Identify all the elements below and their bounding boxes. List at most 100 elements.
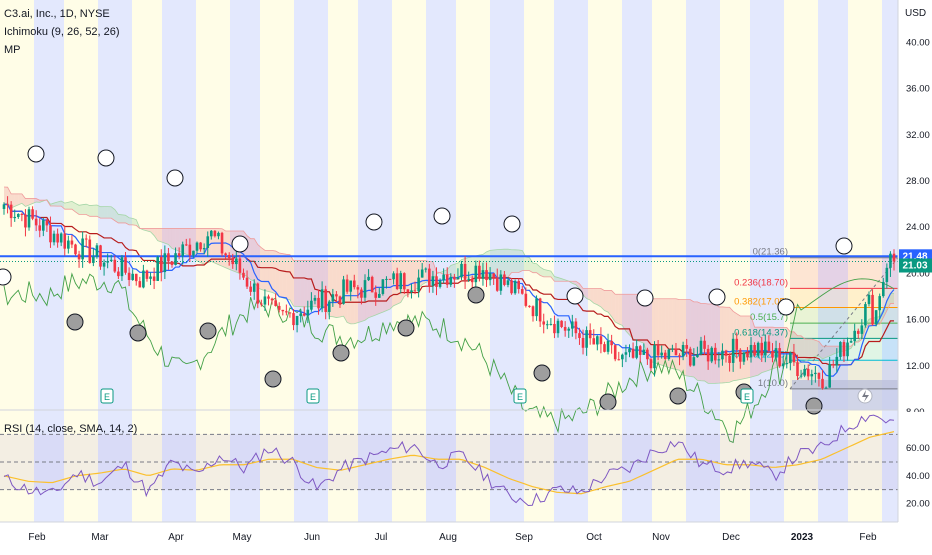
ichimoku-cloud-segment	[829, 346, 834, 356]
candle-body	[378, 293, 381, 298]
rsi-legend[interactable]: RSI (14, close, SMA, 14, 2)	[4, 423, 138, 435]
mp-open-circle	[0, 268, 12, 286]
ichimoku-cloud-segment	[390, 260, 394, 310]
ichimoku-cloud-segment	[525, 256, 530, 271]
fib-zone	[790, 307, 898, 324]
senkou-span-b	[3, 186, 894, 347]
price-tick-label: 40.00	[906, 37, 930, 48]
ichimoku-cloud-segment	[282, 253, 287, 300]
ichimoku-cloud-segment	[14, 193, 19, 207]
mp-filled-circle	[397, 319, 415, 337]
candle-body	[656, 345, 660, 356]
fib-level-label: 0.382(17.05)	[734, 296, 788, 307]
candle-body	[20, 213, 24, 215]
candle-body	[34, 218, 38, 226]
ichimoku-cloud-segment	[411, 260, 416, 293]
candle-body	[606, 341, 610, 352]
candle-body	[603, 344, 606, 352]
session-band	[554, 0, 588, 522]
symbol-title[interactable]: C3.ai, Inc., 1D, NYSE	[4, 8, 110, 20]
candle-body	[703, 340, 706, 349]
ichimoku-cloud-segment	[547, 270, 551, 277]
candle-body	[470, 278, 474, 283]
candle-body	[9, 204, 13, 219]
candle-body	[842, 342, 846, 357]
time-tick-label: Apr	[168, 532, 184, 543]
ichimoku-legend[interactable]: Ichimoku (9, 26, 52, 26)	[4, 26, 120, 38]
candle-body	[77, 254, 81, 260]
candle-body	[231, 258, 235, 265]
session-band	[720, 0, 750, 522]
ichimoku-cloud-segment	[297, 260, 301, 307]
candle-body	[138, 281, 142, 288]
candle-body	[724, 350, 728, 356]
ichimoku-cloud-segment	[883, 301, 887, 318]
ichimoku-cloud-segment	[747, 316, 752, 378]
candle-body	[324, 289, 327, 312]
candle-body	[392, 273, 395, 280]
ichimoku-cloud-segment	[293, 260, 298, 307]
fib-level-label: 0(21.36)	[753, 247, 788, 258]
candle-body	[549, 323, 553, 325]
candle-body	[202, 247, 206, 250]
candle-body	[867, 294, 871, 305]
candle-body	[438, 280, 442, 287]
price-tick-label: 36.00	[906, 84, 930, 95]
ichimoku-cloud-segment	[164, 228, 169, 245]
candle-body	[342, 279, 345, 304]
candle-body	[739, 349, 742, 362]
candle-body	[31, 209, 34, 219]
ichimoku-cloud-segment	[121, 214, 126, 223]
ichimoku-cloud-segment	[79, 204, 83, 215]
price-tick-label: 12.00	[906, 361, 930, 372]
ichimoku-cloud-segment	[808, 338, 812, 360]
candle-body	[789, 352, 792, 364]
price-badge	[899, 258, 932, 273]
ichimoku-cloud-segment	[818, 341, 823, 359]
ichimoku-cloud-segment	[733, 311, 737, 381]
candle-body	[453, 276, 456, 280]
price-tick-label: 24.00	[906, 222, 930, 233]
ichimoku-cloud-segment	[672, 298, 676, 370]
candle-body	[88, 239, 92, 263]
candle-body	[460, 263, 463, 278]
candle-body	[188, 244, 192, 256]
time-tick-label: Jul	[375, 532, 388, 543]
candle-body	[170, 261, 174, 265]
price-tick-label: 20.00	[906, 268, 930, 279]
candle-body	[420, 269, 424, 278]
time-tick-label: 2023	[791, 532, 814, 543]
ichimoku-cloud-segment	[168, 228, 172, 249]
mp-open-circle	[433, 207, 451, 225]
candle-body	[531, 306, 535, 317]
candle-body	[781, 363, 785, 367]
time-tick-label: Nov	[652, 532, 670, 543]
ichimoku-cloud-segment	[279, 253, 283, 298]
mp-filled-circle	[467, 286, 485, 304]
time-tick-label: Mar	[91, 532, 109, 543]
candle-body	[881, 281, 885, 297]
mp-legend[interactable]: MP	[4, 44, 21, 56]
mp-open-circle	[835, 237, 853, 255]
ichimoku-cloud-segment	[590, 288, 594, 304]
mp-filled-circle	[669, 387, 687, 405]
ichimoku-cloud-segment	[118, 214, 122, 223]
ichimoku-cloud-segment	[622, 294, 626, 332]
ichimoku-cloud-segment	[57, 200, 62, 207]
mp-filled-circle	[264, 370, 282, 388]
rsi-tick-label: 60.00	[906, 443, 930, 454]
ichimoku-cloud-segment	[822, 346, 827, 359]
ichimoku-cloud-segment	[125, 215, 130, 225]
candle-body	[492, 273, 495, 278]
candle-body	[227, 255, 231, 259]
ichimoku-cloud-segment	[307, 260, 312, 307]
candle-body	[70, 240, 74, 245]
ichimoku-cloud-segment	[718, 306, 723, 384]
candle-body	[517, 280, 520, 290]
ichimoku-cloud-segment	[36, 198, 40, 203]
ichimoku-cloud-segment	[640, 294, 644, 344]
time-tick-label: Aug	[439, 532, 457, 543]
mp-filled-circle	[332, 344, 350, 362]
ichimoku-cloud-segment	[715, 304, 719, 384]
